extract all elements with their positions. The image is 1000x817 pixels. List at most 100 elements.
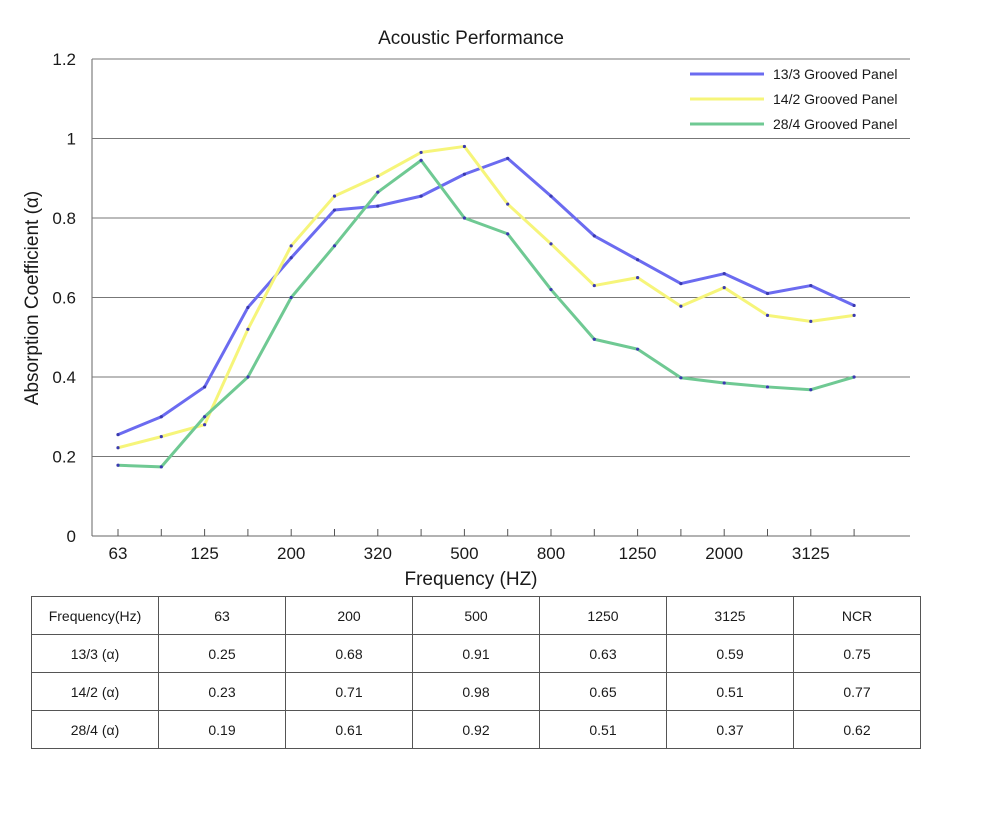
data-point bbox=[592, 283, 596, 288]
data-point bbox=[809, 283, 813, 288]
data-point bbox=[549, 194, 553, 198]
table-cell: 0.37 bbox=[666, 710, 794, 749]
data-point bbox=[332, 208, 337, 212]
table-cell: 0.51 bbox=[539, 710, 667, 749]
x-tick-label: 1250 bbox=[619, 544, 657, 563]
data-point bbox=[462, 144, 466, 149]
data-point bbox=[636, 258, 640, 262]
y-axis-label: Absorption Coefficient (α) bbox=[22, 191, 43, 405]
table-cell: 0.71 bbox=[285, 672, 413, 711]
table-cell: 0.23 bbox=[158, 672, 286, 711]
legend-label: 14/2 Grooved Panel bbox=[773, 91, 898, 107]
legend-label: 13/3 Grooved Panel bbox=[773, 66, 898, 82]
y-tick-label: 0.6 bbox=[52, 289, 76, 308]
legend-label: 28/4 Grooved Panel bbox=[773, 116, 898, 132]
data-point bbox=[159, 415, 163, 419]
data-point bbox=[679, 376, 683, 380]
data-point bbox=[765, 385, 770, 389]
data-point bbox=[765, 291, 770, 296]
series-line-2 bbox=[117, 144, 855, 450]
table-header-cell: NCR bbox=[793, 596, 921, 635]
table-header-cell: 3125 bbox=[666, 596, 794, 635]
y-tick-label: 0.2 bbox=[52, 448, 76, 467]
table-header-cell: 500 bbox=[412, 596, 540, 635]
table-cell: 0.77 bbox=[793, 672, 921, 711]
table-header-row: Frequency(Hz) 63 200 500 1250 3125 NCR bbox=[31, 596, 921, 635]
data-point bbox=[246, 327, 250, 331]
table-cell: 0.92 bbox=[412, 710, 540, 749]
data-point bbox=[159, 435, 163, 439]
y-tick-label: 0.8 bbox=[52, 209, 76, 228]
y-tick-label: 0 bbox=[67, 527, 76, 546]
data-point bbox=[722, 272, 726, 276]
x-axis-label: Frequency (HZ) bbox=[404, 569, 537, 590]
data-point bbox=[159, 465, 163, 469]
x-tick-label: 3125 bbox=[792, 544, 830, 563]
table-row: 28/4 (α) 0.19 0.61 0.92 0.51 0.37 0.62 bbox=[31, 710, 921, 749]
y-tick-label: 1.2 bbox=[52, 50, 76, 69]
data-point bbox=[852, 375, 856, 379]
data-point bbox=[246, 375, 250, 379]
data-point bbox=[203, 423, 207, 427]
table-header-cell: Frequency(Hz) bbox=[31, 596, 159, 635]
table-header-cell: 1250 bbox=[539, 596, 667, 635]
table-cell: 0.98 bbox=[412, 672, 540, 711]
table-row: 13/3 (α) 0.25 0.68 0.91 0.63 0.59 0.75 bbox=[31, 634, 921, 673]
x-tick-label: 200 bbox=[277, 544, 305, 563]
data-point bbox=[289, 244, 293, 248]
data-point bbox=[679, 281, 683, 286]
acoustic-chart: Acoustic Performance 0 0.2 0.4 0.6 0.8 1 1.2 6… bbox=[22, 28, 910, 590]
table-cell: 0.65 bbox=[539, 672, 667, 711]
data-point bbox=[116, 433, 120, 437]
data-point bbox=[116, 463, 120, 467]
legend: 13/3 Grooved Panel 14/2 Grooved Panel 28/4… bbox=[690, 66, 898, 132]
x-tick-label: 2000 bbox=[705, 544, 743, 563]
table-cell: 0.25 bbox=[158, 634, 286, 673]
grid-lines bbox=[91, 58, 910, 537]
table-cell: 0.68 bbox=[285, 634, 413, 673]
data-table: Frequency(Hz) 63 200 500 1250 3125 NCR 13/3 (α)… bbox=[31, 596, 921, 749]
data-point bbox=[376, 190, 380, 194]
data-point bbox=[765, 313, 770, 317]
data-point bbox=[376, 204, 380, 208]
table-cell: 14/2 (α) bbox=[31, 672, 159, 711]
data-point bbox=[636, 276, 640, 280]
series-line-1 bbox=[117, 156, 855, 437]
table-cell: 0.91 bbox=[412, 634, 540, 673]
table-cell: 0.75 bbox=[793, 634, 921, 673]
table-header-cell: 200 bbox=[285, 596, 413, 635]
data-point bbox=[203, 415, 207, 419]
x-tick-label: 63 bbox=[109, 544, 128, 563]
data-point bbox=[419, 194, 423, 198]
data-point bbox=[462, 216, 466, 220]
data-point bbox=[722, 285, 726, 290]
table-cell: 0.63 bbox=[539, 634, 667, 673]
x-tick-label: 125 bbox=[190, 544, 218, 563]
chart-title: Acoustic Performance bbox=[378, 28, 564, 49]
y-tick-label: 0.4 bbox=[52, 368, 76, 387]
series-line-3 bbox=[117, 158, 855, 469]
data-point bbox=[289, 295, 293, 300]
table-cell: 0.61 bbox=[285, 710, 413, 749]
x-tick-label: 800 bbox=[537, 544, 565, 563]
data-point bbox=[592, 337, 596, 341]
table-cell: 13/3 (α) bbox=[31, 634, 159, 673]
table-cell: 0.62 bbox=[793, 710, 921, 749]
data-point bbox=[852, 303, 856, 308]
data-point bbox=[116, 446, 120, 450]
data-point bbox=[376, 174, 380, 178]
data-point bbox=[636, 347, 640, 351]
y-tick-label: 1 bbox=[67, 130, 76, 149]
data-point bbox=[506, 156, 510, 160]
data-point bbox=[203, 385, 207, 389]
table-cell: 28/4 (α) bbox=[31, 710, 159, 749]
table-header-cell: 63 bbox=[158, 596, 286, 635]
series-lines bbox=[116, 144, 856, 469]
data-point bbox=[246, 305, 250, 310]
data-point bbox=[549, 242, 553, 246]
data-point bbox=[809, 319, 813, 323]
data-point bbox=[419, 150, 423, 155]
data-point bbox=[506, 232, 510, 236]
data-point bbox=[679, 304, 683, 308]
table-cell: 0.59 bbox=[666, 634, 794, 673]
